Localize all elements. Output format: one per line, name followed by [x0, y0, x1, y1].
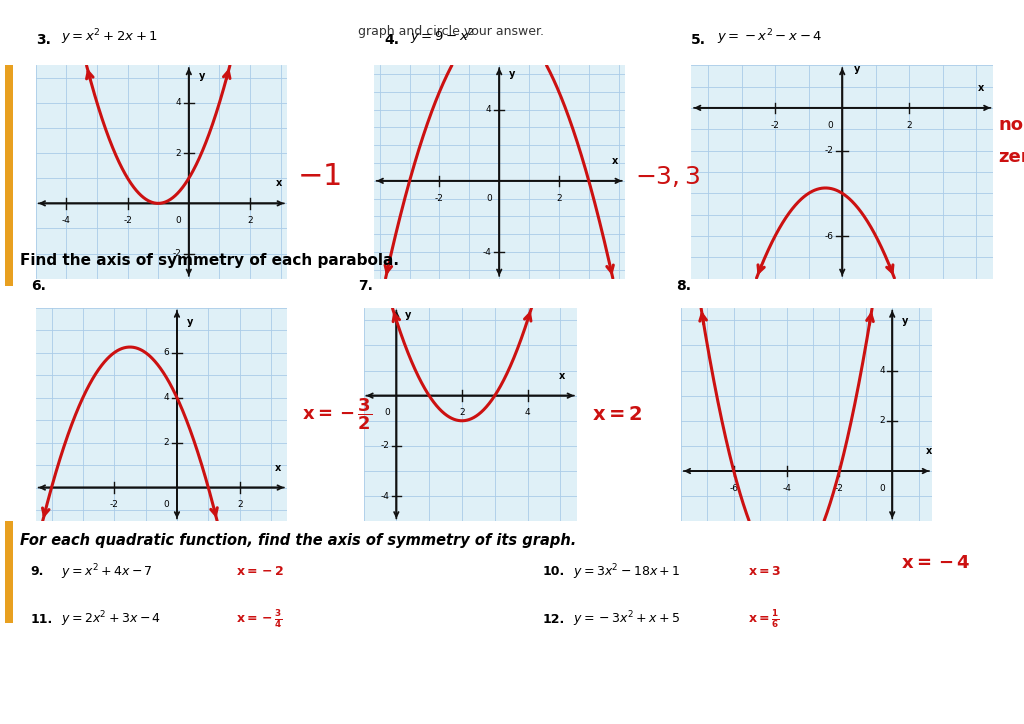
Text: $y = -x^2 - x - 4$: $y = -x^2 - x - 4$: [717, 28, 822, 47]
Text: 2: 2: [879, 416, 885, 425]
Text: y: y: [187, 317, 194, 327]
Text: -4: -4: [62, 216, 71, 225]
Text: 2: 2: [906, 121, 912, 130]
Text: x: x: [559, 371, 565, 381]
Text: 2: 2: [176, 148, 181, 158]
Text: 3.: 3.: [36, 33, 51, 47]
Text: -4: -4: [782, 484, 791, 493]
Text: $y = 2x^2 + 3x - 4$: $y = 2x^2 + 3x - 4$: [61, 609, 162, 629]
Text: -2: -2: [771, 121, 779, 130]
Text: 4: 4: [486, 105, 492, 114]
Text: x: x: [926, 446, 932, 456]
Text: $y = x^2 + 4x - 7$: $y = x^2 + 4x - 7$: [61, 562, 154, 582]
Text: 0: 0: [486, 193, 492, 203]
Text: -4: -4: [381, 492, 390, 501]
Text: For each quadratic function, find the axis of symmetry of its graph.: For each quadratic function, find the ax…: [20, 533, 577, 548]
Text: -2: -2: [381, 442, 390, 450]
Text: -2: -2: [172, 249, 181, 258]
Text: $-3, 3$: $-3, 3$: [635, 164, 700, 189]
Text: x: x: [611, 156, 617, 166]
Text: 4: 4: [524, 408, 530, 418]
Text: $-1$: $-1$: [297, 161, 341, 190]
Text: y: y: [854, 64, 861, 74]
Text: 11.: 11.: [31, 613, 53, 626]
Text: y: y: [902, 316, 908, 326]
Text: -4: -4: [482, 248, 492, 256]
Text: $\mathbf{x = -\frac{3}{4}}$: $\mathbf{x = -\frac{3}{4}}$: [236, 608, 283, 630]
Text: 4: 4: [879, 366, 885, 375]
Text: 4: 4: [176, 98, 181, 107]
Text: x: x: [274, 463, 281, 473]
Text: $\mathbf{x = -4}$: $\mathbf{x = -4}$: [901, 554, 971, 572]
Text: 2: 2: [556, 193, 562, 203]
Text: graph and circle your answer.: graph and circle your answer.: [358, 25, 545, 38]
Text: -6: -6: [729, 484, 738, 493]
Text: 0: 0: [827, 121, 834, 130]
Text: $y = -3x^2 + x + 5$: $y = -3x^2 + x + 5$: [573, 609, 681, 629]
Text: 10.: 10.: [543, 565, 565, 578]
Text: $y = 3x^2 - 18x + 1$: $y = 3x^2 - 18x + 1$: [573, 562, 681, 582]
Text: 2: 2: [459, 408, 465, 418]
Text: x: x: [275, 178, 282, 188]
Text: 7.: 7.: [358, 279, 374, 293]
Text: Find the axis of symmetry of each parabola.: Find the axis of symmetry of each parabo…: [20, 253, 399, 268]
Text: 6.: 6.: [31, 279, 46, 293]
Text: 9.: 9.: [31, 565, 44, 578]
Text: $y = 9 - x^2$: $y = 9 - x^2$: [410, 28, 474, 47]
Text: $\mathbf{x = -\dfrac{3}{2}}$: $\mathbf{x = -\dfrac{3}{2}}$: [302, 397, 373, 432]
Text: $\mathbf{x = \frac{1}{6}}$: $\mathbf{x = \frac{1}{6}}$: [748, 608, 779, 630]
Text: -2: -2: [110, 500, 119, 510]
Text: 2: 2: [164, 438, 169, 447]
Text: -6: -6: [824, 232, 834, 240]
Text: 0: 0: [164, 500, 169, 510]
Text: -2: -2: [435, 193, 444, 203]
Text: $\mathbf{x = 3}$: $\mathbf{x = 3}$: [748, 565, 780, 578]
Text: 4: 4: [164, 393, 169, 402]
Text: no: no: [998, 116, 1023, 134]
Text: y: y: [199, 71, 205, 81]
Text: -2: -2: [835, 484, 844, 493]
Text: $\mathbf{x = 2}$: $\mathbf{x = 2}$: [592, 405, 642, 424]
Text: 5.: 5.: [691, 33, 707, 47]
Text: 0: 0: [175, 216, 181, 225]
Text: -2: -2: [824, 146, 834, 155]
Text: 8.: 8.: [676, 279, 691, 293]
Text: y: y: [404, 310, 412, 320]
Text: y: y: [509, 70, 516, 80]
Text: 4.: 4.: [384, 33, 399, 47]
Text: $y = x^2 + 2x + 1$: $y = x^2 + 2x + 1$: [61, 28, 159, 47]
Text: 12.: 12.: [543, 613, 565, 626]
Text: 0: 0: [384, 408, 390, 418]
Text: 2: 2: [247, 216, 253, 225]
Text: -2: -2: [123, 216, 132, 225]
Text: 6: 6: [164, 348, 169, 357]
Text: 2: 2: [237, 500, 243, 510]
Text: x: x: [978, 83, 984, 93]
Text: zeros: zeros: [998, 148, 1024, 166]
Text: $\mathbf{x = -2}$: $\mathbf{x = -2}$: [236, 565, 284, 578]
Text: 0: 0: [879, 484, 885, 493]
